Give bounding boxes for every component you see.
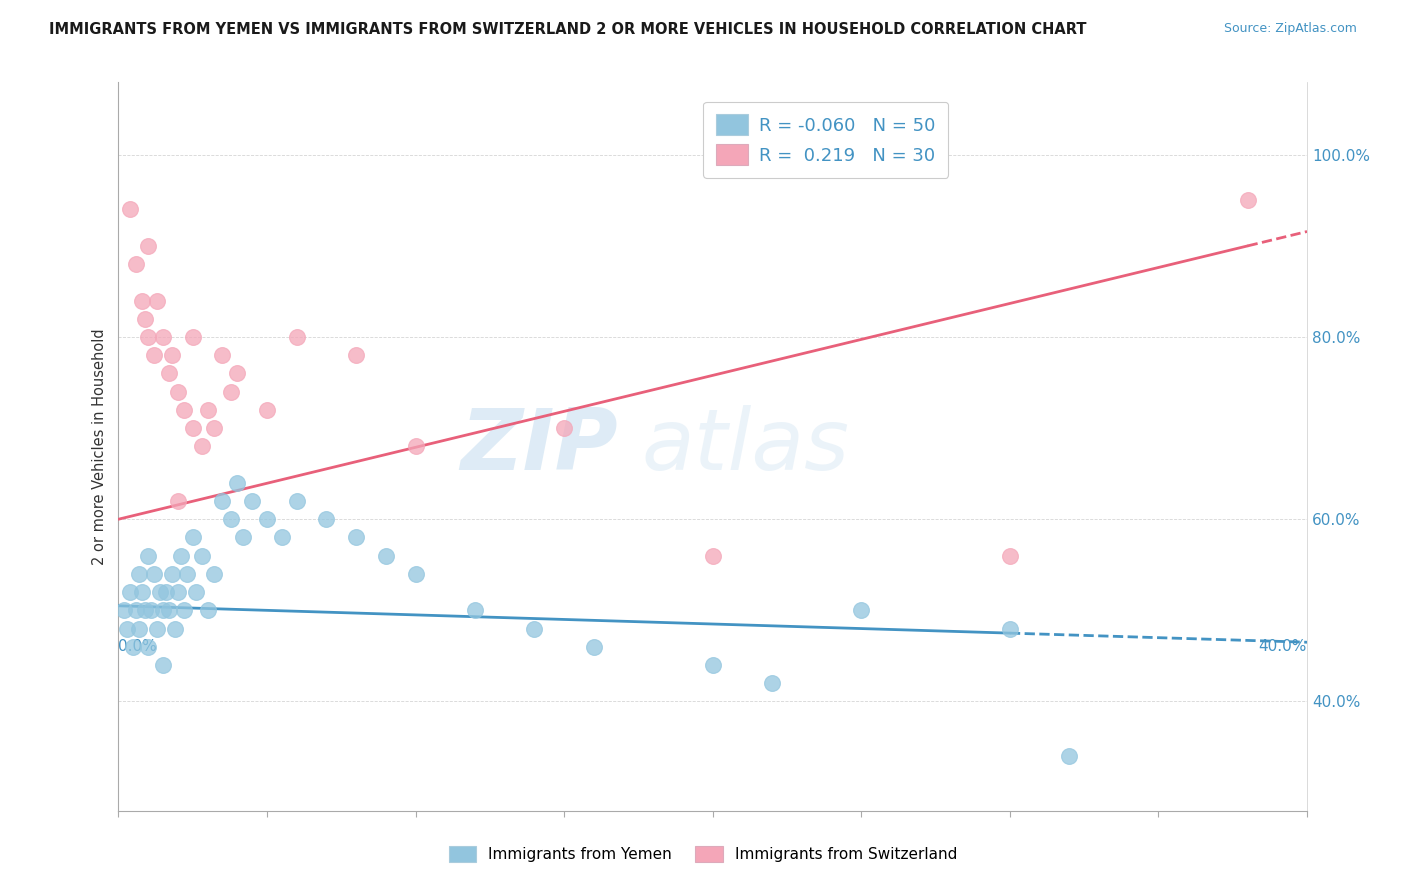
Point [221, 512, 243, 526]
Point [157, 367, 180, 381]
Point [1059, 749, 1081, 764]
Point [285, 330, 308, 344]
Point [120, 585, 142, 599]
Text: ZIP: ZIP [460, 405, 617, 488]
Point [202, 566, 225, 581]
Point [553, 421, 575, 435]
Point [702, 549, 724, 563]
Point [128, 566, 150, 581]
Point [120, 202, 142, 217]
Point [184, 585, 207, 599]
Point [240, 494, 263, 508]
Point [190, 439, 212, 453]
Point [582, 640, 605, 654]
Point [197, 603, 219, 617]
Point [143, 348, 166, 362]
Point [128, 622, 150, 636]
Point [152, 658, 174, 673]
Point [163, 622, 186, 636]
Point [173, 403, 195, 417]
Point [149, 585, 172, 599]
Point [167, 384, 190, 399]
Point [405, 439, 427, 453]
Point [405, 566, 427, 581]
Point [285, 494, 308, 508]
Point [143, 566, 166, 581]
Point [160, 348, 183, 362]
Point [202, 421, 225, 435]
Point [344, 348, 367, 362]
Point [136, 330, 159, 344]
Text: 0.0%: 0.0% [118, 640, 157, 655]
Text: 40.0%: 40.0% [1258, 640, 1308, 655]
Point [136, 549, 159, 563]
Point [167, 585, 190, 599]
Legend: Immigrants from Yemen, Immigrants from Switzerland: Immigrants from Yemen, Immigrants from S… [443, 839, 963, 868]
Point [134, 311, 156, 326]
Point [125, 603, 148, 617]
Point [117, 622, 139, 636]
Point [221, 384, 243, 399]
Point [160, 566, 183, 581]
Point [256, 512, 278, 526]
Text: Source: ZipAtlas.com: Source: ZipAtlas.com [1223, 22, 1357, 36]
Point [851, 603, 873, 617]
Point [152, 330, 174, 344]
Point [315, 512, 337, 526]
Point [155, 585, 177, 599]
Point [173, 603, 195, 617]
Point [998, 622, 1021, 636]
Point [344, 531, 367, 545]
Point [134, 603, 156, 617]
Point [167, 494, 190, 508]
Point [211, 348, 233, 362]
Text: IMMIGRANTS FROM YEMEN VS IMMIGRANTS FROM SWITZERLAND 2 OR MORE VEHICLES IN HOUSE: IMMIGRANTS FROM YEMEN VS IMMIGRANTS FROM… [49, 22, 1087, 37]
Point [226, 367, 249, 381]
Point [998, 549, 1021, 563]
Point [181, 330, 204, 344]
Point [190, 549, 212, 563]
Point [256, 403, 278, 417]
Point [1236, 194, 1258, 208]
Y-axis label: 2 or more Vehicles in Household: 2 or more Vehicles in Household [93, 328, 107, 565]
Point [170, 549, 193, 563]
Point [157, 603, 180, 617]
Point [232, 531, 254, 545]
Point [702, 658, 724, 673]
Point [131, 585, 153, 599]
Point [136, 640, 159, 654]
Point [146, 622, 169, 636]
Point [374, 549, 396, 563]
Point [523, 622, 546, 636]
Point [131, 293, 153, 308]
Legend: R = -0.060   N = 50, R =  0.219   N = 30: R = -0.060 N = 50, R = 0.219 N = 30 [703, 102, 948, 178]
Point [181, 531, 204, 545]
Point [761, 676, 783, 690]
Point [112, 603, 135, 617]
Point [136, 239, 159, 253]
Point [139, 603, 162, 617]
Point [226, 475, 249, 490]
Point [270, 531, 292, 545]
Text: atlas: atlas [641, 405, 849, 488]
Point [211, 494, 233, 508]
Point [464, 603, 486, 617]
Point [181, 421, 204, 435]
Point [176, 566, 198, 581]
Point [146, 293, 169, 308]
Point [197, 403, 219, 417]
Point [152, 603, 174, 617]
Point [122, 640, 145, 654]
Point [125, 257, 148, 271]
